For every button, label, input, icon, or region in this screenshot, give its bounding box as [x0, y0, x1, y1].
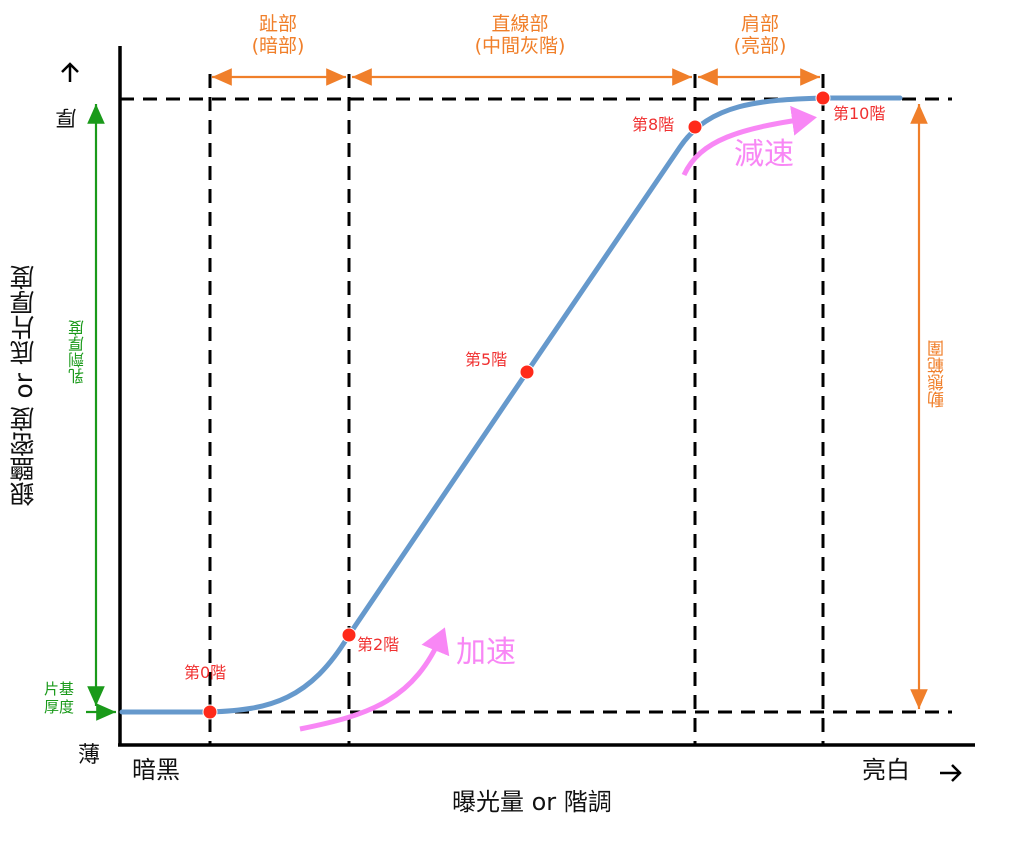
- shoulder-subtitle: (亮部): [733, 34, 787, 57]
- point-label-step10: 第10階: [833, 104, 886, 123]
- dynamic-range-label: 動態範圍: [928, 340, 948, 408]
- shoulder-region-label: 肩部 (亮部): [733, 13, 787, 58]
- base-thickness-line2: 厚度: [44, 698, 75, 716]
- point-step8: [687, 119, 703, 135]
- characteristic-curve: [119, 95, 903, 715]
- point-step10: [815, 90, 831, 106]
- point-step2: [341, 627, 357, 643]
- linear-title: 直線部: [491, 13, 549, 35]
- point-label-step8: 第8階: [632, 115, 675, 134]
- step-points: [202, 90, 831, 720]
- base-thickness-line1: 片基: [44, 680, 75, 698]
- linear-subtitle: (中間灰階): [474, 34, 566, 57]
- y-top-label: 厚: [55, 108, 79, 129]
- region-arrows: [212, 68, 928, 709]
- x-right-label: 亮白: [862, 756, 910, 784]
- point-label-step5: 第5階: [465, 350, 508, 369]
- toe-region-label: 趾部 (暗部): [251, 13, 305, 58]
- axes: [118, 46, 975, 747]
- decelerate-arrow: [681, 105, 817, 177]
- point-label-step2: 第2階: [357, 635, 400, 654]
- point-step5: [519, 364, 535, 380]
- linear-region-label: 直線部 (中間灰階): [474, 13, 566, 58]
- point-label-step0: 第0階: [184, 663, 227, 682]
- guide-lines: [120, 74, 952, 746]
- decelerate-label: 減速: [734, 137, 794, 172]
- y-bottom-label: 薄: [78, 743, 101, 768]
- y-up-arrow-icon: [61, 62, 79, 82]
- x-left-label: 暗黑: [132, 756, 180, 784]
- accelerate-arrow: [299, 627, 450, 732]
- base-thickness-label: 片基 厚度: [44, 680, 74, 716]
- toe-title: 趾部: [258, 13, 298, 35]
- emulsion-thickness-label: 乳劑厚度: [68, 320, 87, 384]
- x-axis-title: 曝光量 or 階調: [452, 788, 612, 816]
- y-axis-title: 銀鹽密度 or 底片厚度: [9, 265, 38, 507]
- accelerate-label: 加速: [456, 635, 516, 670]
- shoulder-title: 肩部: [740, 13, 780, 35]
- toe-subtitle: (暗部): [251, 34, 305, 57]
- point-step0: [202, 704, 218, 720]
- x-right-arrow-icon: [940, 764, 962, 782]
